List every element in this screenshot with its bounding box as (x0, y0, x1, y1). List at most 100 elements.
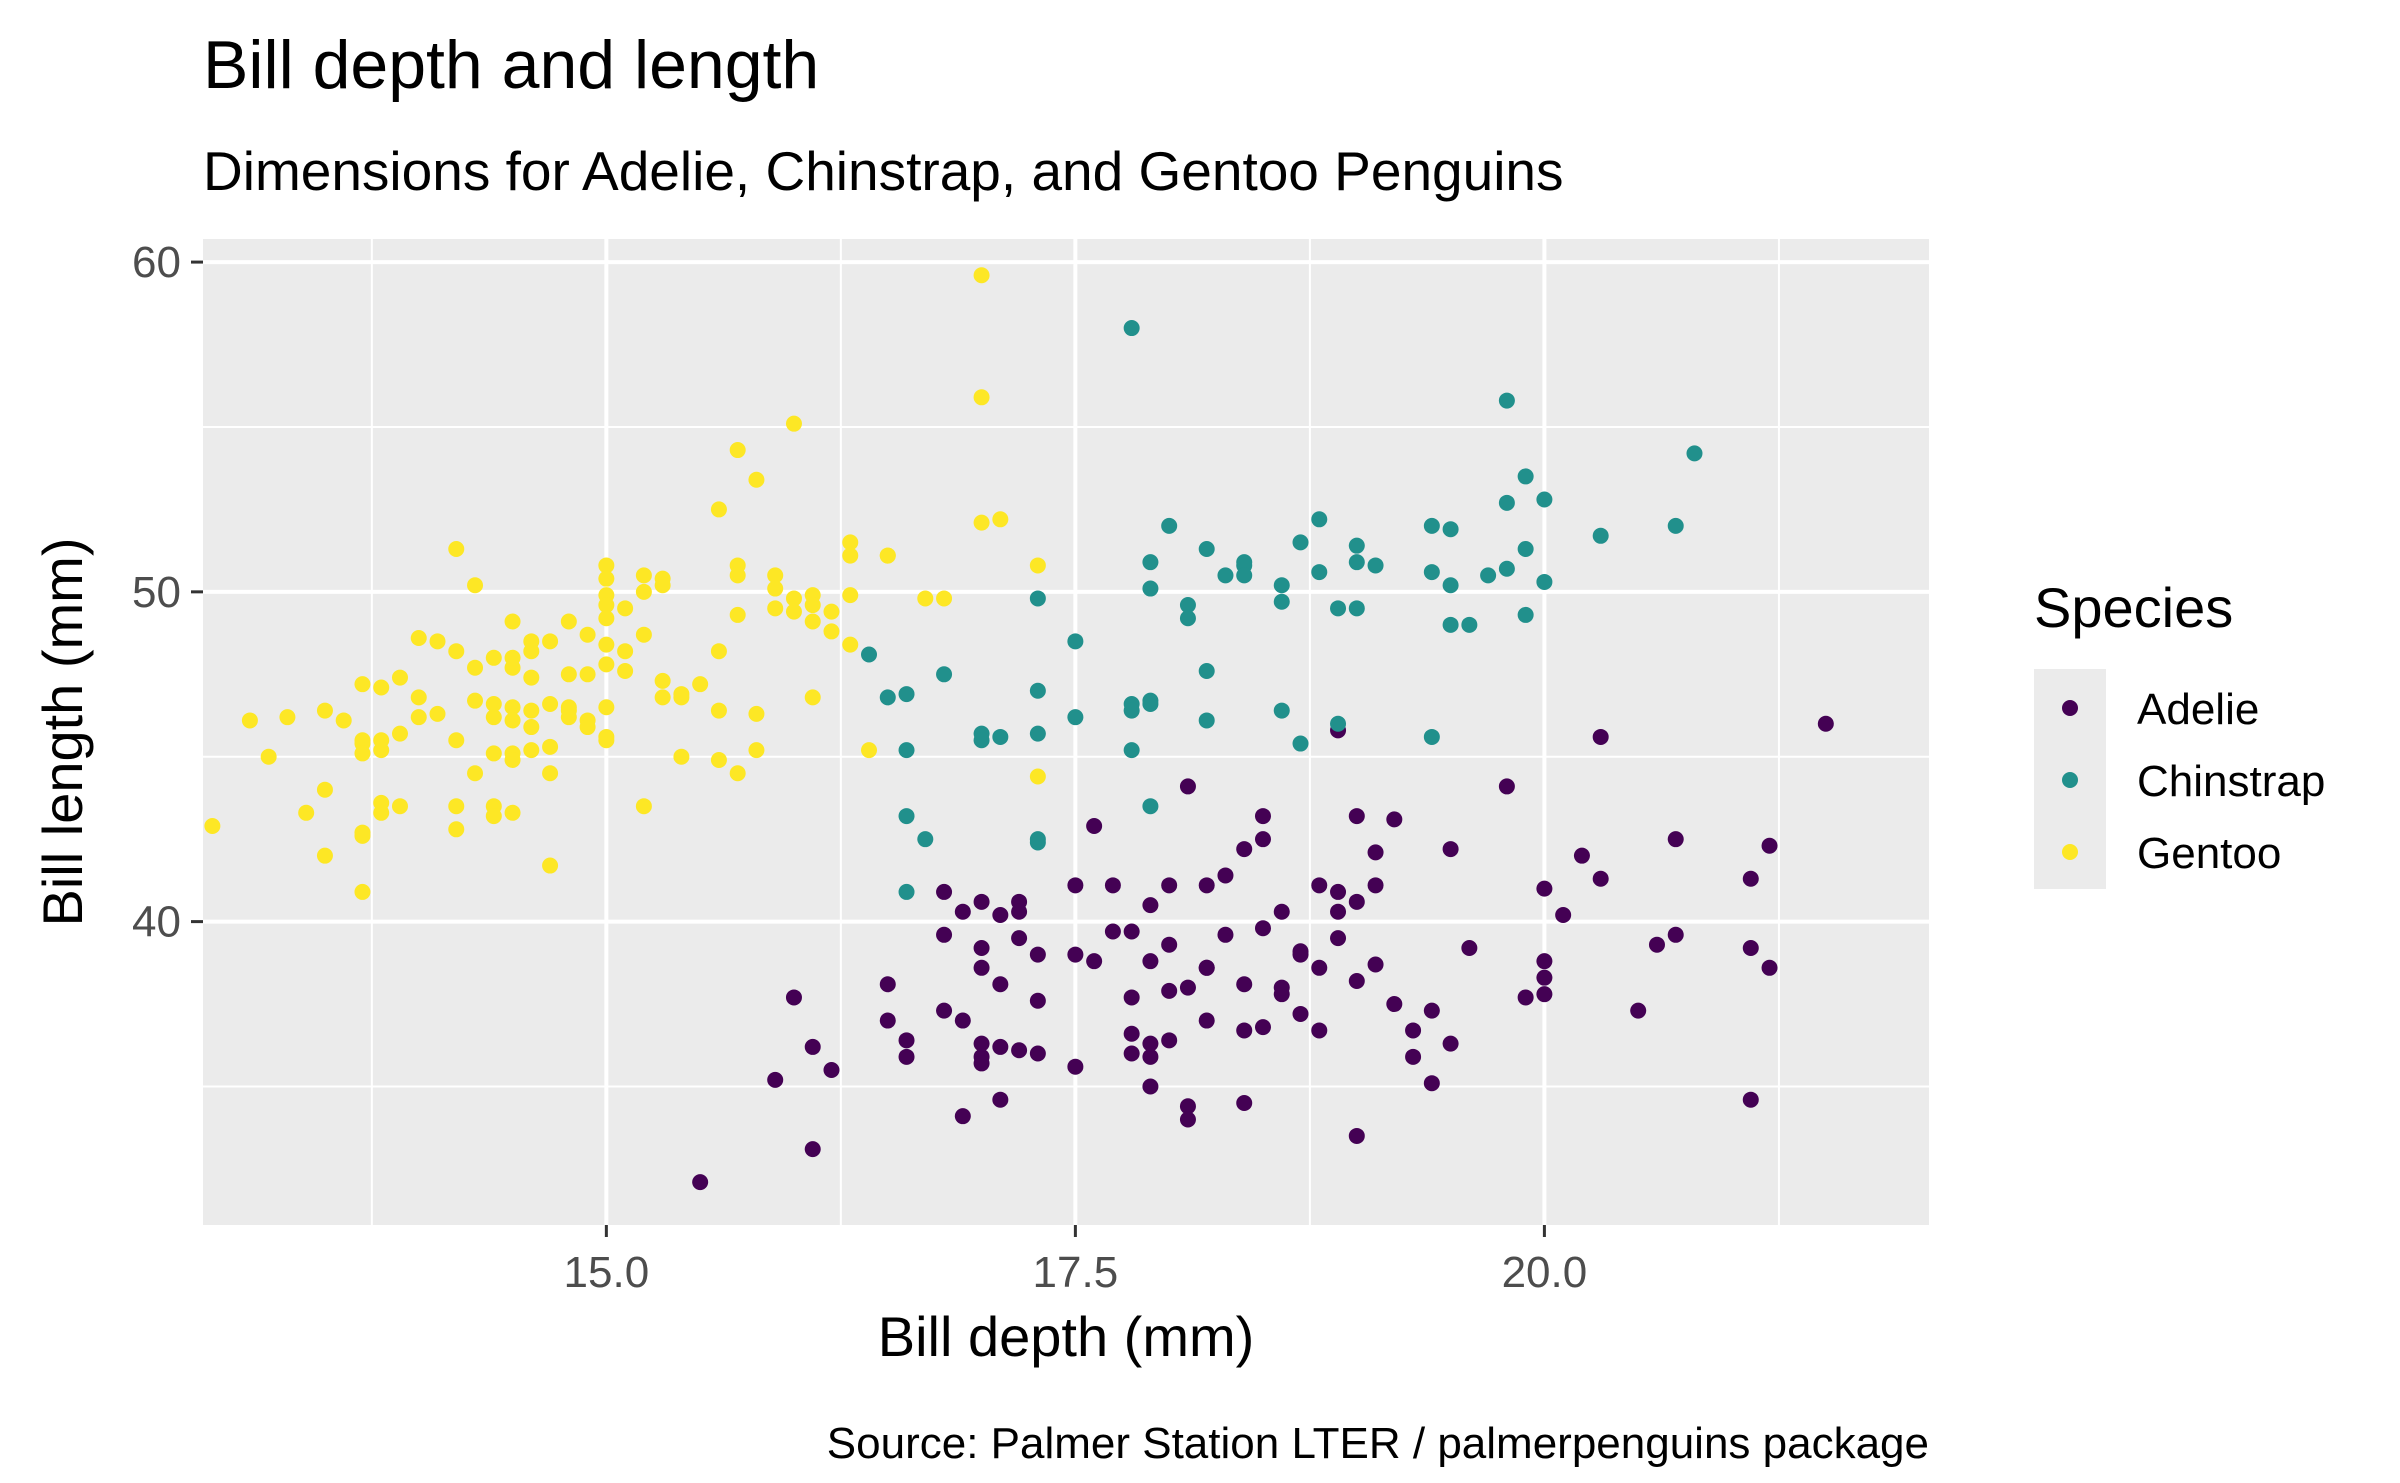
data-point (635, 583, 652, 600)
data-point (973, 267, 990, 284)
data-point (1011, 930, 1028, 947)
chart-subtitle: Dimensions for Adelie, Chinstrap, and Ge… (203, 140, 1564, 202)
data-point (1254, 831, 1271, 848)
data-point (673, 686, 690, 703)
data-point (1067, 1058, 1084, 1075)
data-point (898, 742, 915, 759)
data-point (1086, 953, 1103, 970)
data-point (1311, 511, 1328, 528)
data-point (879, 1012, 896, 1029)
data-point (617, 643, 634, 660)
data-point (1236, 976, 1253, 993)
data-point (1311, 564, 1328, 581)
data-point (954, 903, 971, 920)
data-point (936, 590, 953, 607)
data-point (1273, 702, 1290, 719)
data-point (729, 567, 746, 584)
data-point (1273, 577, 1290, 594)
data-point (635, 626, 652, 643)
data-point (1236, 1022, 1253, 1039)
data-point (467, 765, 484, 782)
data-point (1536, 880, 1553, 897)
data-point (448, 643, 465, 660)
data-point (1498, 494, 1515, 511)
data-point (598, 610, 615, 627)
data-point (879, 976, 896, 993)
data-point (560, 702, 577, 719)
data-point (1029, 946, 1046, 963)
data-point (861, 742, 878, 759)
data-point (1104, 877, 1121, 894)
data-point (335, 712, 352, 729)
data-point (1217, 867, 1234, 884)
data-point (1442, 521, 1459, 538)
data-point (1236, 554, 1253, 571)
data-point (654, 577, 671, 594)
data-point (1405, 1048, 1422, 1065)
data-point (1236, 841, 1253, 858)
x-tick-label: 20.0 (1502, 1248, 1588, 1297)
data-point (598, 699, 615, 716)
data-point (542, 695, 559, 712)
data-point (598, 557, 615, 574)
data-point (391, 669, 408, 686)
data-point (1292, 1005, 1309, 1022)
data-point (410, 689, 427, 706)
data-point (879, 689, 896, 706)
data-point (391, 798, 408, 815)
data-point (823, 603, 840, 620)
x-tick-label: 15.0 (564, 1248, 650, 1297)
data-point (1179, 1111, 1196, 1128)
data-point (898, 1032, 915, 1049)
data-point (1142, 692, 1159, 709)
data-point (1423, 1002, 1440, 1019)
data-point (635, 567, 652, 584)
data-point (1742, 1091, 1759, 1108)
data-point (1142, 1048, 1159, 1065)
y-tick-label: 50 (132, 568, 181, 617)
data-point (1011, 903, 1028, 920)
data-point (1142, 798, 1159, 815)
series-chinstrap (861, 320, 1703, 900)
y-axis-title: Bill length (mm) (31, 538, 94, 927)
data-point (1142, 953, 1159, 970)
data-point (748, 705, 765, 722)
data-point (1123, 1045, 1140, 1062)
data-point (298, 804, 315, 821)
data-point (373, 732, 390, 749)
series-gentoo (204, 267, 1046, 900)
data-point (804, 613, 821, 630)
data-point (898, 686, 915, 703)
data-point (879, 547, 896, 564)
data-point (936, 666, 953, 683)
data-point (523, 719, 540, 736)
x-tick-label: 17.5 (1033, 1248, 1119, 1297)
data-point (748, 471, 765, 488)
legend-key-adelie (2062, 700, 2078, 716)
data-point (973, 514, 990, 531)
data-point (1161, 517, 1178, 534)
data-point (542, 857, 559, 874)
x-axis: 15.0 17.5 20.0 (564, 1225, 1588, 1297)
data-point (785, 603, 802, 620)
data-point (598, 732, 615, 749)
data-point (485, 695, 502, 712)
data-point (485, 709, 502, 726)
data-point (842, 587, 859, 604)
data-point (504, 752, 521, 769)
data-point (936, 883, 953, 900)
data-point (1423, 564, 1440, 581)
data-point (1517, 468, 1534, 485)
data-point (992, 511, 1009, 528)
data-point (1461, 616, 1478, 633)
data-point (842, 534, 859, 551)
data-point (1442, 577, 1459, 594)
data-point (1029, 725, 1046, 742)
data-point (1592, 728, 1609, 745)
data-point (1817, 715, 1834, 732)
data-point (673, 748, 690, 765)
data-point (598, 570, 615, 587)
data-point (1123, 989, 1140, 1006)
data-point (1179, 610, 1196, 627)
data-point (467, 577, 484, 594)
